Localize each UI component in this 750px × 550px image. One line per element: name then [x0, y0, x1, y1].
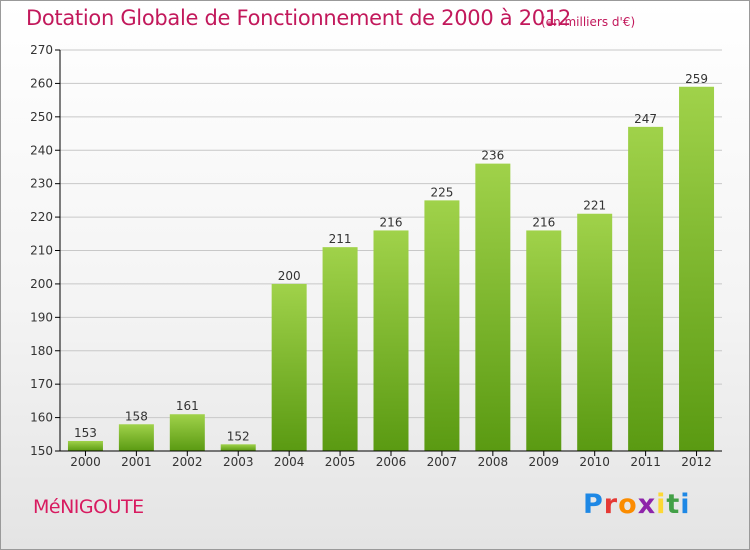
- bar-value-label: 225: [430, 185, 453, 199]
- x-tick-label: 2009: [528, 455, 559, 469]
- y-tick-label: 170: [30, 377, 53, 391]
- x-tick-label: 2010: [579, 455, 610, 469]
- x-tick-label: 2007: [427, 455, 458, 469]
- bar: [67, 440, 103, 451]
- x-tick-label: 2006: [376, 455, 407, 469]
- proxiti-logo[interactable]: Proxiti: [583, 489, 691, 520]
- y-tick-label: 260: [30, 76, 53, 90]
- bar-value-label: 153: [74, 426, 97, 440]
- logo-letter: P: [583, 489, 604, 520]
- bar: [169, 414, 205, 451]
- bar: [220, 444, 256, 451]
- y-tick-label: 160: [30, 411, 53, 425]
- commune-name: MéNIGOUTE: [33, 496, 144, 518]
- x-tick-label: 2004: [274, 455, 305, 469]
- y-tick-label: 240: [30, 143, 53, 157]
- bar-value-label: 236: [481, 149, 504, 163]
- bar-value-label: 211: [329, 232, 352, 246]
- bar: [475, 163, 511, 451]
- x-tick-label: 2011: [630, 455, 661, 469]
- y-tick-label: 220: [30, 210, 53, 224]
- bar-value-label: 200: [278, 269, 301, 283]
- y-tick-label: 210: [30, 244, 53, 258]
- y-tick-label: 250: [30, 110, 53, 124]
- bar-value-label: 221: [583, 199, 606, 213]
- y-tick-label: 200: [30, 277, 53, 291]
- logo-letter: o: [618, 489, 638, 520]
- bar: [373, 230, 409, 451]
- logo-letter: x: [637, 489, 657, 520]
- bar: [526, 230, 562, 451]
- x-tick-label: 2008: [478, 455, 509, 469]
- bar-value-label: 247: [634, 112, 657, 126]
- axes: [55, 49, 722, 456]
- x-tick-label: 2005: [325, 455, 356, 469]
- logo-letter: t: [666, 489, 681, 520]
- labels: 150 160 170 180 190 200 210 220 230 240 250 260 270 1…: [30, 43, 712, 469]
- bar: [628, 126, 664, 451]
- chart-unit: (en milliers d'€): [541, 15, 636, 29]
- y-tick-label: 150: [30, 444, 53, 458]
- bar-value-label: 158: [125, 409, 148, 423]
- bar: [118, 424, 154, 451]
- bar: [271, 283, 307, 451]
- bar-value-label: 152: [227, 429, 250, 443]
- logo-letter: i: [680, 489, 691, 520]
- logo-letter: r: [603, 489, 619, 520]
- bars: [67, 86, 715, 451]
- bar: [577, 213, 613, 451]
- x-tick-label: 2012: [681, 455, 712, 469]
- bar-value-label: 216: [380, 215, 403, 229]
- bar: [322, 247, 358, 451]
- y-tick-label: 190: [30, 310, 53, 324]
- x-tick-label: 2002: [172, 455, 203, 469]
- bar: [424, 200, 460, 451]
- x-tick-label: 2003: [223, 455, 254, 469]
- x-tick-label: 2000: [70, 455, 101, 469]
- x-tick-label: 2001: [121, 455, 152, 469]
- y-tick-label: 230: [30, 177, 53, 191]
- bar-value-label: 259: [685, 72, 708, 86]
- logo-letter: i: [656, 489, 667, 520]
- y-tick-label: 180: [30, 344, 53, 358]
- bar: [679, 86, 715, 451]
- y-tick-label: 270: [30, 43, 53, 57]
- bar-value-label: 161: [176, 399, 199, 413]
- chart-title: Dotation Globale de Fonctionnement de 20…: [26, 6, 571, 30]
- bar-value-label: 216: [532, 215, 555, 229]
